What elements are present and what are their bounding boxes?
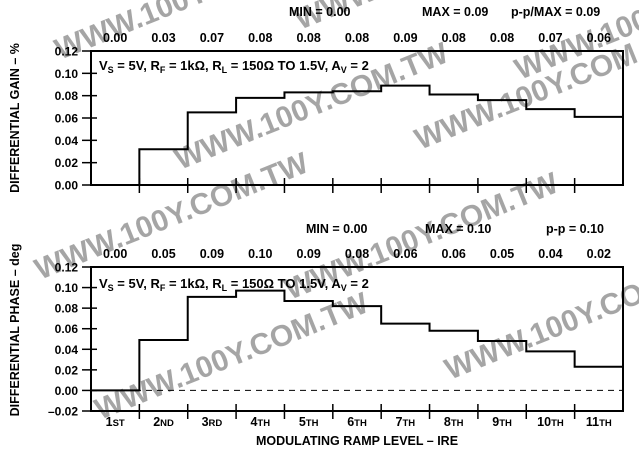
value-label: 0.09 [200, 247, 224, 261]
y-tick-label: 0.10 [55, 67, 79, 81]
phase-stat-pp: p-p = 0.10 [546, 222, 604, 236]
phase-test-condition: VS = 5V, RF = 1kΩ, RL = 150Ω TO 1.5V, AV… [99, 276, 369, 293]
y-tick-label: 0.06 [55, 322, 79, 336]
value-label: 0.08 [345, 247, 369, 261]
value-label: 0.08 [296, 31, 320, 45]
category-label: 8TH [444, 415, 464, 429]
y-tick-label: 0.02 [55, 363, 79, 377]
y-tick-label: 0.04 [55, 134, 79, 148]
category-label: 11TH [586, 415, 612, 429]
gain-test-condition: VS = 5V, RF = 1kΩ, RL = 150Ω TO 1.5V, AV… [99, 58, 369, 75]
y-tick-label: 0.12 [55, 261, 79, 275]
phase-stat-min: MIN = 0.00 [306, 222, 368, 236]
value-label: 0.05 [151, 247, 175, 261]
phase-y-axis-label: DIFFERENTIAL PHASE – deg [8, 244, 22, 417]
gain-y-axis-label: DIFFERENTIAL GAIN – % [8, 43, 22, 193]
gain-x-axis-ticks [138, 178, 576, 193]
value-label: 0.04 [538, 247, 562, 261]
category-label: 6TH [347, 415, 367, 429]
value-label: 0.06 [442, 247, 466, 261]
y-tick-label: 0.02 [55, 156, 79, 170]
value-label: 0.08 [490, 31, 514, 45]
category-label: 3RD [202, 415, 223, 429]
gain-y-axis-ticks: 0.12 0.10 0.08 0.06 0.04 0.02 0.00 [55, 45, 97, 193]
value-label: 0.07 [200, 31, 224, 45]
phase-plot-frame [90, 266, 624, 412]
y-tick-label: 0.08 [55, 89, 79, 103]
value-label: 0.03 [151, 31, 175, 45]
category-label: 9TH [492, 415, 512, 429]
x-axis-label: MODULATING RAMP LEVEL – IRE [256, 434, 458, 448]
phase-y-axis-ticks: 0.12 0.10 0.08 0.06 0.04 0.02 0.00 –0.02 [48, 261, 97, 419]
category-label: 10TH [537, 415, 564, 429]
y-tick-label: 0.08 [55, 302, 79, 316]
value-label: 0.08 [345, 31, 369, 45]
gain-step-line [91, 84, 623, 186]
watermark-text: WWW.100Y.COM.TW [90, 286, 373, 426]
y-tick-label: 0.06 [55, 112, 79, 126]
value-label: 0.00 [103, 31, 127, 45]
phase-value-labels: 0.00 0.05 0.09 0.10 0.09 0.08 0.06 0.06 0.05 0.04… [103, 247, 611, 261]
category-label: 4TH [250, 415, 270, 429]
gain-stat-pp: p-p/MAX = 0.09 [511, 5, 600, 19]
gain-value-labels: 0.00 0.03 0.07 0.08 0.08 0.08 0.09 0.08 0.08 0.07… [103, 31, 611, 45]
phase-x-axis-ticks [138, 404, 576, 419]
category-label: 5TH [299, 415, 319, 429]
value-label: 0.06 [587, 31, 611, 45]
value-label: 0.02 [587, 247, 611, 261]
y-tick-label: –0.02 [48, 405, 78, 419]
y-tick-label: 0.00 [55, 384, 79, 398]
value-label: 0.09 [296, 247, 320, 261]
differential-gain-chart: MIN = 0.00 MAX = 0.09 p-p/MAX = 0.09 0.0… [8, 5, 624, 193]
gain-stat-min: MIN = 0.00 [289, 5, 351, 19]
value-label: 0.08 [442, 31, 466, 45]
x-axis-category-labels: 1ST 2ND 3RD 4TH 5TH 6TH 7TH 8TH 9TH 10TH 11TH [106, 415, 612, 429]
value-label: 0.05 [490, 247, 514, 261]
gain-stat-max: MAX = 0.09 [422, 5, 488, 19]
value-label: 0.00 [103, 247, 127, 261]
category-label: 2ND [153, 415, 174, 429]
y-tick-label: 0.10 [55, 281, 79, 295]
category-label: 1ST [106, 415, 125, 429]
phase-stat-max: MAX = 0.10 [425, 222, 491, 236]
y-tick-label: 0.04 [55, 343, 79, 357]
value-label: 0.10 [248, 247, 272, 261]
y-tick-label: 0.00 [55, 179, 79, 193]
y-tick-label: 0.12 [55, 45, 79, 59]
differential-phase-chart: MIN = 0.00 MAX = 0.10 p-p = 0.10 0.00 0.0… [8, 222, 624, 419]
value-label: 0.09 [393, 31, 417, 45]
phase-step-line [91, 289, 623, 392]
value-label: 0.08 [248, 31, 272, 45]
category-label: 7TH [396, 415, 416, 429]
value-label: 0.06 [393, 247, 417, 261]
value-label: 0.07 [538, 31, 562, 45]
